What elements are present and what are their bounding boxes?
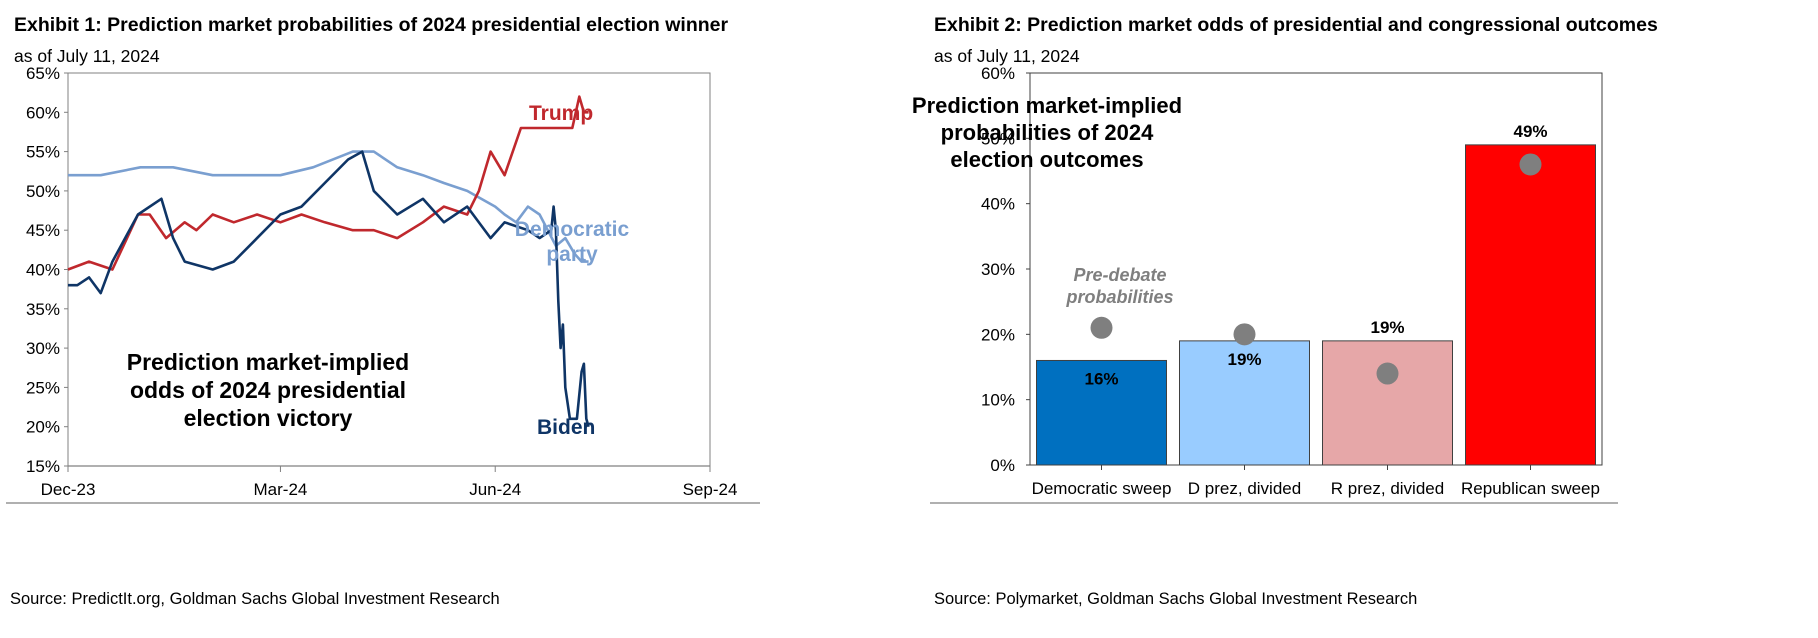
y-tick-label: 40% — [981, 195, 1015, 214]
x-category-label: D prez, divided — [1188, 479, 1301, 498]
exhibit-1-panel: Exhibit 1: Prediction market probabiliti… — [0, 0, 900, 638]
chart-annotation-line: election victory — [184, 405, 353, 431]
y-tick-label: 35% — [26, 300, 60, 319]
exhibit-1-subtitle: as of July 11, 2024 — [14, 46, 160, 66]
exhibit-1-line-chart: 15% 20% 25% 30% 35% 40% 45% 50% 55% 60% 65% Dec-23 M… — [6, 64, 760, 504]
bar-value-label: 16% — [1084, 369, 1118, 388]
democratic-series-label: Democratic party — [515, 218, 630, 266]
y-tick-label: 20% — [26, 418, 60, 437]
y-tick-label: 25% — [26, 378, 60, 397]
y-tick-label: 50% — [26, 182, 60, 201]
biden-series-line — [68, 150, 590, 428]
y-tick-label: 40% — [26, 261, 60, 280]
y-tick-label: 0% — [990, 456, 1015, 475]
chart-annotation-line: probabilities of 2024 — [941, 120, 1154, 145]
y-tick-label: 30% — [26, 339, 60, 358]
exhibit-2-source: Source: Polymarket, Goldman Sachs Global… — [934, 590, 1418, 608]
x-tick-label: Jun-24 — [469, 480, 521, 499]
trump-series-label: Trump — [529, 102, 593, 125]
y-tick-label: 15% — [26, 457, 60, 476]
democratic-series-label-line: Democratic — [515, 218, 630, 241]
plot-frame — [67, 72, 711, 467]
pre-debate-dot — [1519, 153, 1542, 176]
y-tick-label: 60% — [981, 64, 1015, 83]
bar-value-label: 19% — [1227, 350, 1261, 369]
x-category-label: Republican sweep — [1461, 479, 1600, 498]
x-tick-label: Sep-24 — [683, 480, 738, 499]
x-category-label: R prez, divided — [1331, 479, 1444, 498]
y-tick-label: 60% — [26, 103, 60, 122]
pre-debate-dot — [1376, 362, 1399, 385]
exhibit-2-bar-chart: 0% 10% 20% 30% 40% 50% 60% 16% Democratic sweep 1… — [912, 64, 1618, 504]
exhibit-2-title: Exhibit 2: Prediction market odds of pre… — [934, 14, 1658, 36]
y-tick-label: 45% — [26, 221, 60, 240]
x-tick-label: Dec-23 — [41, 480, 96, 499]
pre-debate-label-line: probabilities — [1065, 287, 1173, 307]
exhibit-2-panel: Exhibit 2: Prediction market odds of pre… — [912, 0, 1818, 638]
x-category-label: Democratic sweep — [1032, 479, 1172, 498]
chart-annotation-line: Prediction market-implied — [912, 93, 1182, 118]
pre-debate-label: Pre-debate probabilities — [1065, 265, 1173, 307]
y-tick-label: 20% — [981, 325, 1015, 344]
exhibit-1-source: Source: PredictIt.org, Goldman Sachs Glo… — [10, 590, 500, 608]
democratic-series-line — [68, 150, 589, 263]
chart-annotation: Prediction market-implied probabilities o… — [912, 93, 1182, 172]
chart-annotation-line: election outcomes — [950, 147, 1143, 172]
exhibit-1-title: Exhibit 1: Prediction market probabiliti… — [14, 14, 729, 36]
exhibit-2-subtitle: as of July 11, 2024 — [934, 46, 1080, 66]
chart-annotation-line: odds of 2024 presidential — [130, 377, 406, 403]
y-tick-label: 10% — [981, 391, 1015, 410]
trump-series-label-line: Trump — [529, 102, 593, 125]
y-tick-label: 30% — [981, 260, 1015, 279]
x-tick-label: Mar-24 — [254, 480, 308, 499]
y-tick-label: 50% — [981, 129, 1015, 148]
bar-value-label: 49% — [1513, 122, 1547, 141]
chart-annotation: Prediction market-implied odds of 2024 pr… — [127, 349, 409, 431]
pre-debate-dot — [1090, 316, 1113, 339]
y-tick-label: 65% — [26, 64, 60, 83]
y-tick-label: 55% — [26, 143, 60, 162]
bar-value-label: 19% — [1370, 318, 1404, 337]
bar — [1322, 340, 1453, 466]
pre-debate-label-line: Pre-debate — [1073, 265, 1166, 285]
biden-series-label-line: Biden — [537, 416, 595, 439]
bar — [1179, 340, 1310, 466]
bar — [1465, 144, 1596, 466]
trump-series-line — [67, 95, 589, 271]
chart-annotation-line: Prediction market-implied — [127, 349, 409, 375]
biden-series-label: Biden — [537, 416, 595, 439]
pre-debate-dot — [1233, 323, 1256, 346]
democratic-series-label-line: party — [546, 243, 598, 266]
